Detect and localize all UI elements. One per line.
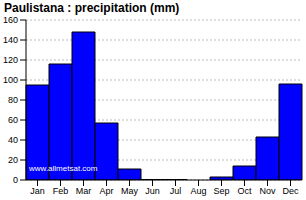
html-text:Paulistana : precipitation (mm: Paulistana : precipitation (mm) (4, 1, 180, 15)
svg-text:160: 160 (8, 15, 18, 25)
svg-text:40: 40 (8, 135, 18, 145)
svg-text:120: 120 (8, 55, 18, 65)
html-text:www.allmetsat.com: www.allmetsat.com (29, 164, 98, 173)
svg-text:Jun: Jun (145, 186, 160, 196)
svg-text:80: 80 (8, 95, 18, 105)
svg-text:Mar: Mar (76, 186, 92, 196)
svg-text:140: 140 (8, 35, 18, 45)
svg-text:0: 0 (13, 175, 18, 185)
svg-text:Jul: Jul (170, 186, 182, 196)
svg-text:Apr: Apr (99, 186, 113, 196)
svg-text:Feb: Feb (53, 186, 69, 196)
svg-text:Aug: Aug (190, 186, 206, 196)
svg-text:20: 20 (8, 155, 18, 165)
svg-text:Jan: Jan (30, 186, 45, 196)
svg-text:Oct: Oct (237, 186, 252, 196)
svg-text:60: 60 (8, 115, 18, 125)
svg-text:May: May (121, 186, 139, 196)
svg-text:Nov: Nov (259, 186, 276, 196)
svg-text:Dec: Dec (282, 186, 298, 196)
svg-text:100: 100 (8, 75, 18, 85)
svg-text:Sep: Sep (213, 186, 229, 196)
